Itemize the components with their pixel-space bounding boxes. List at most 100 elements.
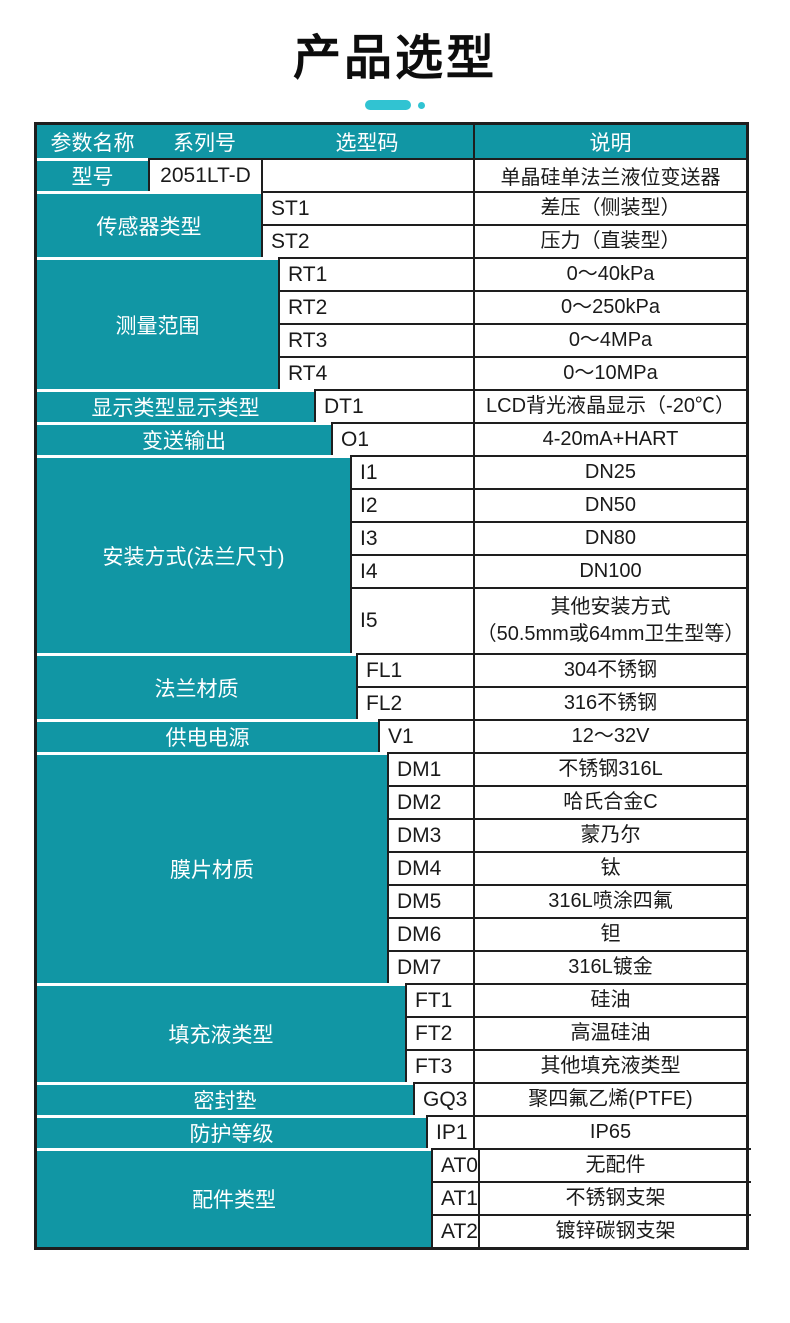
desc-cell: 4-20mA+HART [473, 422, 746, 455]
table-row: DM2 哈氏合金C [387, 785, 746, 818]
table-header-row: 参数名称 系列号 选型码 说明 [37, 125, 746, 158]
parameter-group-label: 防护等级 [37, 1115, 426, 1148]
code-cell: DM1 [387, 752, 473, 785]
desc-cell: 高温硅油 [473, 1016, 746, 1049]
desc-cell: 硅油 [473, 983, 746, 1016]
desc-cell: 其他安装方式 （50.5mm或64mm卫生型等） [473, 587, 746, 653]
parameter-group-label: 填充液类型 [37, 983, 405, 1082]
parameter-group: 膜片材质 DM1 不锈钢316L DM2 哈氏合金C DM3 蒙乃尔 DM4 钛… [37, 752, 746, 983]
desc-cell: 不锈钢316L [473, 752, 746, 785]
table-row: V1 12～32V [378, 719, 746, 752]
underline-dot-icon [418, 101, 425, 109]
desc-cell: 压力（直装型） [473, 224, 746, 257]
parameter-group: 传感器类型 ST1 差压（侧装型） ST2 压力（直装型） [37, 191, 746, 257]
parameter-group-rows: GQ3 聚四氟乙烯(PTFE) [413, 1082, 746, 1115]
parameter-group-rows: IP1 IP65 [426, 1115, 746, 1148]
parameter-group-rows: FT1 硅油 FT2 高温硅油 FT3 其他填充液类型 [405, 983, 746, 1082]
model-code-cell [261, 158, 473, 191]
parameter-group: 密封垫 GQ3 聚四氟乙烯(PTFE) [37, 1082, 746, 1115]
table-row: FL2 316不锈钢 [356, 686, 746, 719]
table-row: RT4 0～10MPa [278, 356, 746, 389]
parameter-group: 安装方式(法兰尺寸) I1 DN25 I2 DN50 I3 DN80 I4 DN… [37, 455, 746, 653]
desc-cell: 0～10MPa [473, 356, 746, 389]
desc-cell: IP65 [473, 1115, 746, 1148]
table-row: ST1 差压（侧装型） [261, 191, 746, 224]
parameter-group-rows: DT1 LCD背光液晶显示（-20℃） [314, 389, 746, 422]
code-cell: AT1 [431, 1181, 478, 1214]
table-row: O1 4-20mA+HART [331, 422, 746, 455]
desc-cell: 0～40kPa [473, 257, 746, 290]
parameter-group-label: 密封垫 [37, 1082, 413, 1115]
parameter-group: 法兰材质 FL1 304不锈钢 FL2 316不锈钢 [37, 653, 746, 719]
desc-cell: 蒙乃尔 [473, 818, 746, 851]
model-row: 型号 2051LT-D 单晶硅单法兰液位变送器 [37, 158, 746, 191]
code-cell: AT0 [431, 1148, 478, 1181]
desc-cell: 镀锌碳钢支架 [477, 1214, 751, 1247]
code-cell: DM5 [387, 884, 473, 917]
code-cell: V1 [378, 719, 473, 752]
code-cell: RT2 [278, 290, 473, 323]
table-row: RT1 0～40kPa [278, 257, 746, 290]
table-row: FT2 高温硅油 [405, 1016, 746, 1049]
parameter-group-label: 法兰材质 [37, 653, 356, 719]
code-cell: RT1 [278, 257, 473, 290]
underline-bar [365, 100, 411, 110]
parameter-group-rows: AT0 无配件 AT1 不锈钢支架 AT2 镀锌碳钢支架 [431, 1148, 751, 1247]
parameter-group: 测量范围 RT1 0～40kPa RT2 0～250kPa RT3 0～4MPa… [37, 257, 746, 389]
table-row: GQ3 聚四氟乙烯(PTFE) [413, 1082, 746, 1115]
parameter-group-rows: V1 12～32V [378, 719, 746, 752]
table-row: AT0 无配件 [431, 1148, 751, 1181]
code-cell: DM2 [387, 785, 473, 818]
parameter-group-label: 测量范围 [37, 257, 278, 389]
parameter-group-label: 安装方式(法兰尺寸) [37, 455, 350, 653]
code-cell: ST2 [261, 224, 473, 257]
desc-cell: DN100 [473, 554, 746, 587]
title-underline [0, 100, 790, 110]
code-cell: I4 [350, 554, 473, 587]
desc-cell: 其他填充液类型 [473, 1049, 746, 1082]
code-cell: DM6 [387, 917, 473, 950]
desc-cell: 316L镀金 [473, 950, 746, 983]
table-row: FT3 其他填充液类型 [405, 1049, 746, 1082]
parameter-group: 显示类型显示类型 DT1 LCD背光液晶显示（-20℃） [37, 389, 746, 422]
desc-cell: 304不锈钢 [473, 653, 746, 686]
code-cell: FT2 [405, 1016, 473, 1049]
table-row: RT2 0～250kPa [278, 290, 746, 323]
table-row: DM3 蒙乃尔 [387, 818, 746, 851]
code-cell: IP1 [426, 1115, 473, 1148]
parameter-group-rows: I1 DN25 I2 DN50 I3 DN80 I4 DN100 I5 其他安装… [350, 455, 746, 653]
desc-cell: 聚四氟乙烯(PTFE) [473, 1082, 746, 1115]
code-cell: FL1 [356, 653, 473, 686]
table-row: I4 DN100 [350, 554, 746, 587]
table-row: AT2 镀锌碳钢支架 [431, 1214, 751, 1247]
table-row: FL1 304不锈钢 [356, 653, 746, 686]
code-cell: RT3 [278, 323, 473, 356]
desc-cell: 316不锈钢 [473, 686, 746, 719]
code-cell: I1 [350, 455, 473, 488]
table-row: FT1 硅油 [405, 983, 746, 1016]
desc-cell: 0～4MPa [473, 323, 746, 356]
parameter-group-rows: O1 4-20mA+HART [331, 422, 746, 455]
parameter-group: 填充液类型 FT1 硅油 FT2 高温硅油 FT3 其他填充液类型 [37, 983, 746, 1082]
parameter-group: 防护等级 IP1 IP65 [37, 1115, 746, 1148]
model-label: 型号 [37, 158, 148, 191]
parameter-group-label: 变送输出 [37, 422, 331, 455]
parameter-group: 变送输出 O1 4-20mA+HART [37, 422, 746, 455]
desc-cell: LCD背光液晶显示（-20℃） [473, 389, 746, 422]
product-selection-table: 参数名称 系列号 选型码 说明 型号 2051LT-D 单晶硅单法兰液位变送器 … [34, 122, 751, 1250]
table-row: IP1 IP65 [426, 1115, 746, 1148]
desc-cell: DN50 [473, 488, 746, 521]
table-row: DM7 316L镀金 [387, 950, 746, 983]
table-row: DM4 钛 [387, 851, 746, 884]
desc-cell: 不锈钢支架 [477, 1181, 751, 1214]
code-cell: FT3 [405, 1049, 473, 1082]
table-row: DM5 316L喷涂四氟 [387, 884, 746, 917]
parameter-group-rows: DM1 不锈钢316L DM2 哈氏合金C DM3 蒙乃尔 DM4 钛 DM5 … [387, 752, 746, 983]
table-row: RT3 0～4MPa [278, 323, 746, 356]
code-cell: FT1 [405, 983, 473, 1016]
parameter-group-rows: ST1 差压（侧装型） ST2 压力（直装型） [261, 191, 746, 257]
table-row: I1 DN25 [350, 455, 746, 488]
code-cell: O1 [331, 422, 473, 455]
code-cell: I2 [350, 488, 473, 521]
table-header-left: 参数名称 系列号 选型码 [37, 125, 473, 158]
